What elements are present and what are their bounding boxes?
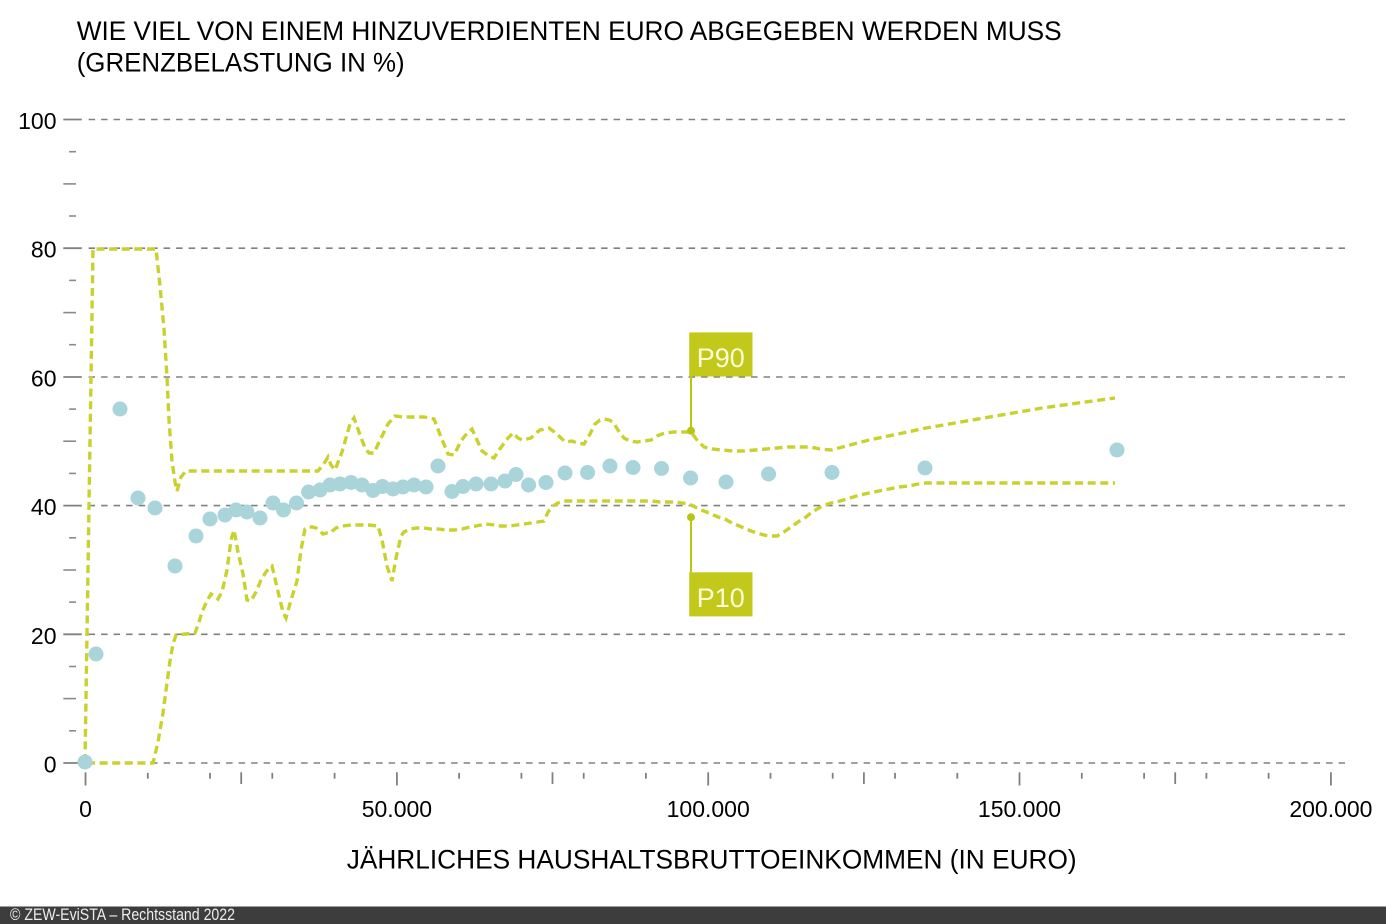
svg-text:50.000: 50.000 xyxy=(362,796,432,822)
svg-text:150.000: 150.000 xyxy=(978,796,1061,822)
svg-text:20: 20 xyxy=(31,623,57,649)
svg-text:WIE VIEL VON EINEM HINZUVERDIE: WIE VIEL VON EINEM HINZUVERDIENTEN EURO … xyxy=(77,16,1062,46)
svg-text:(GRENZBELASTUNG IN %): (GRENZBELASTUNG IN %) xyxy=(77,48,405,78)
svg-text:200.000: 200.000 xyxy=(1289,796,1372,822)
svg-text:60: 60 xyxy=(31,366,57,392)
svg-text:80: 80 xyxy=(31,237,57,263)
svg-text:0: 0 xyxy=(44,752,57,778)
svg-text:© ZEW-EviSTA – Rechtsstand 202: © ZEW-EviSTA – Rechtsstand 2022 xyxy=(10,905,235,924)
svg-text:0: 0 xyxy=(79,796,92,822)
svg-text:JÄHRLICHES HAUSHALTSBRUTTOEINK: JÄHRLICHES HAUSHALTSBRUTTOEINKOMMEN (IN … xyxy=(347,845,1077,875)
svg-text:P90: P90 xyxy=(697,343,745,373)
svg-text:40: 40 xyxy=(31,494,57,520)
svg-text:P10: P10 xyxy=(697,583,745,613)
svg-text:100: 100 xyxy=(18,108,56,134)
svg-text:100.000: 100.000 xyxy=(667,796,750,822)
